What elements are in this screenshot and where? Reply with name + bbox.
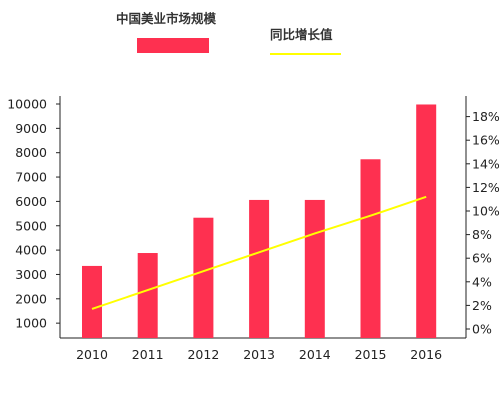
y-right-tick-label: 0%: [472, 322, 492, 337]
y-right-tick-label: 2%: [472, 298, 492, 313]
x-tick-label: 2016: [410, 347, 442, 362]
y-right-tick-label: 10%: [472, 204, 500, 219]
y-left-tick-label: 4000: [15, 243, 47, 258]
y-left-tick-label: 9000: [15, 121, 47, 136]
y-left-tick-label: 3000: [15, 267, 47, 282]
x-tick-label: 2011: [132, 347, 164, 362]
bar-market-size: [137, 253, 158, 338]
y-left-tick-label: 8000: [15, 145, 47, 160]
legend-label-growth: 同比增长值: [270, 27, 333, 42]
y-right-tick-label: 6%: [472, 251, 492, 266]
x-tick-label: 2012: [187, 347, 219, 362]
x-tick-label: 2013: [243, 347, 275, 362]
y-right-tick-label: 4%: [472, 274, 492, 289]
y-left-tick-label: 10000: [7, 97, 47, 112]
line-growth: [91, 195, 427, 310]
x-tick-label: 2014: [299, 347, 331, 362]
x-tick-label: 2015: [355, 347, 387, 362]
legend-label-market-size: 中国美业市场规模: [116, 11, 217, 26]
legend: 中国美业市场规模 同比增长值: [116, 11, 341, 55]
y-right-tick-label: 16%: [472, 133, 500, 148]
y-right-tick-label: 14%: [472, 156, 500, 171]
bar-market-size: [360, 159, 381, 338]
y-left-tick-label: 2000: [15, 291, 47, 306]
bar-market-size: [193, 217, 214, 338]
bar-market-size: [416, 104, 437, 338]
tick-labels: 1000 2000 3000 4000 5000 6000 7000 8000 9000 1000…: [7, 97, 500, 363]
x-tick-label: 2010: [76, 347, 108, 362]
y-right-tick-label: 18%: [472, 109, 500, 124]
y-left-tick-label: 6000: [15, 194, 47, 209]
bars: [82, 104, 437, 338]
y-right-tick-label: 12%: [472, 180, 500, 195]
bar-market-size: [304, 199, 325, 338]
y-left-tick-label: 7000: [15, 170, 47, 185]
y-left-tick-label: 5000: [15, 218, 47, 233]
legend-swatch-market-size: [137, 38, 209, 53]
y-right-tick-label: 8%: [472, 227, 492, 242]
bar-market-size: [249, 199, 270, 338]
bar-market-size: [82, 265, 102, 338]
y-left-tick-label: 1000: [15, 316, 47, 331]
growth-line-layer: [91, 195, 427, 310]
